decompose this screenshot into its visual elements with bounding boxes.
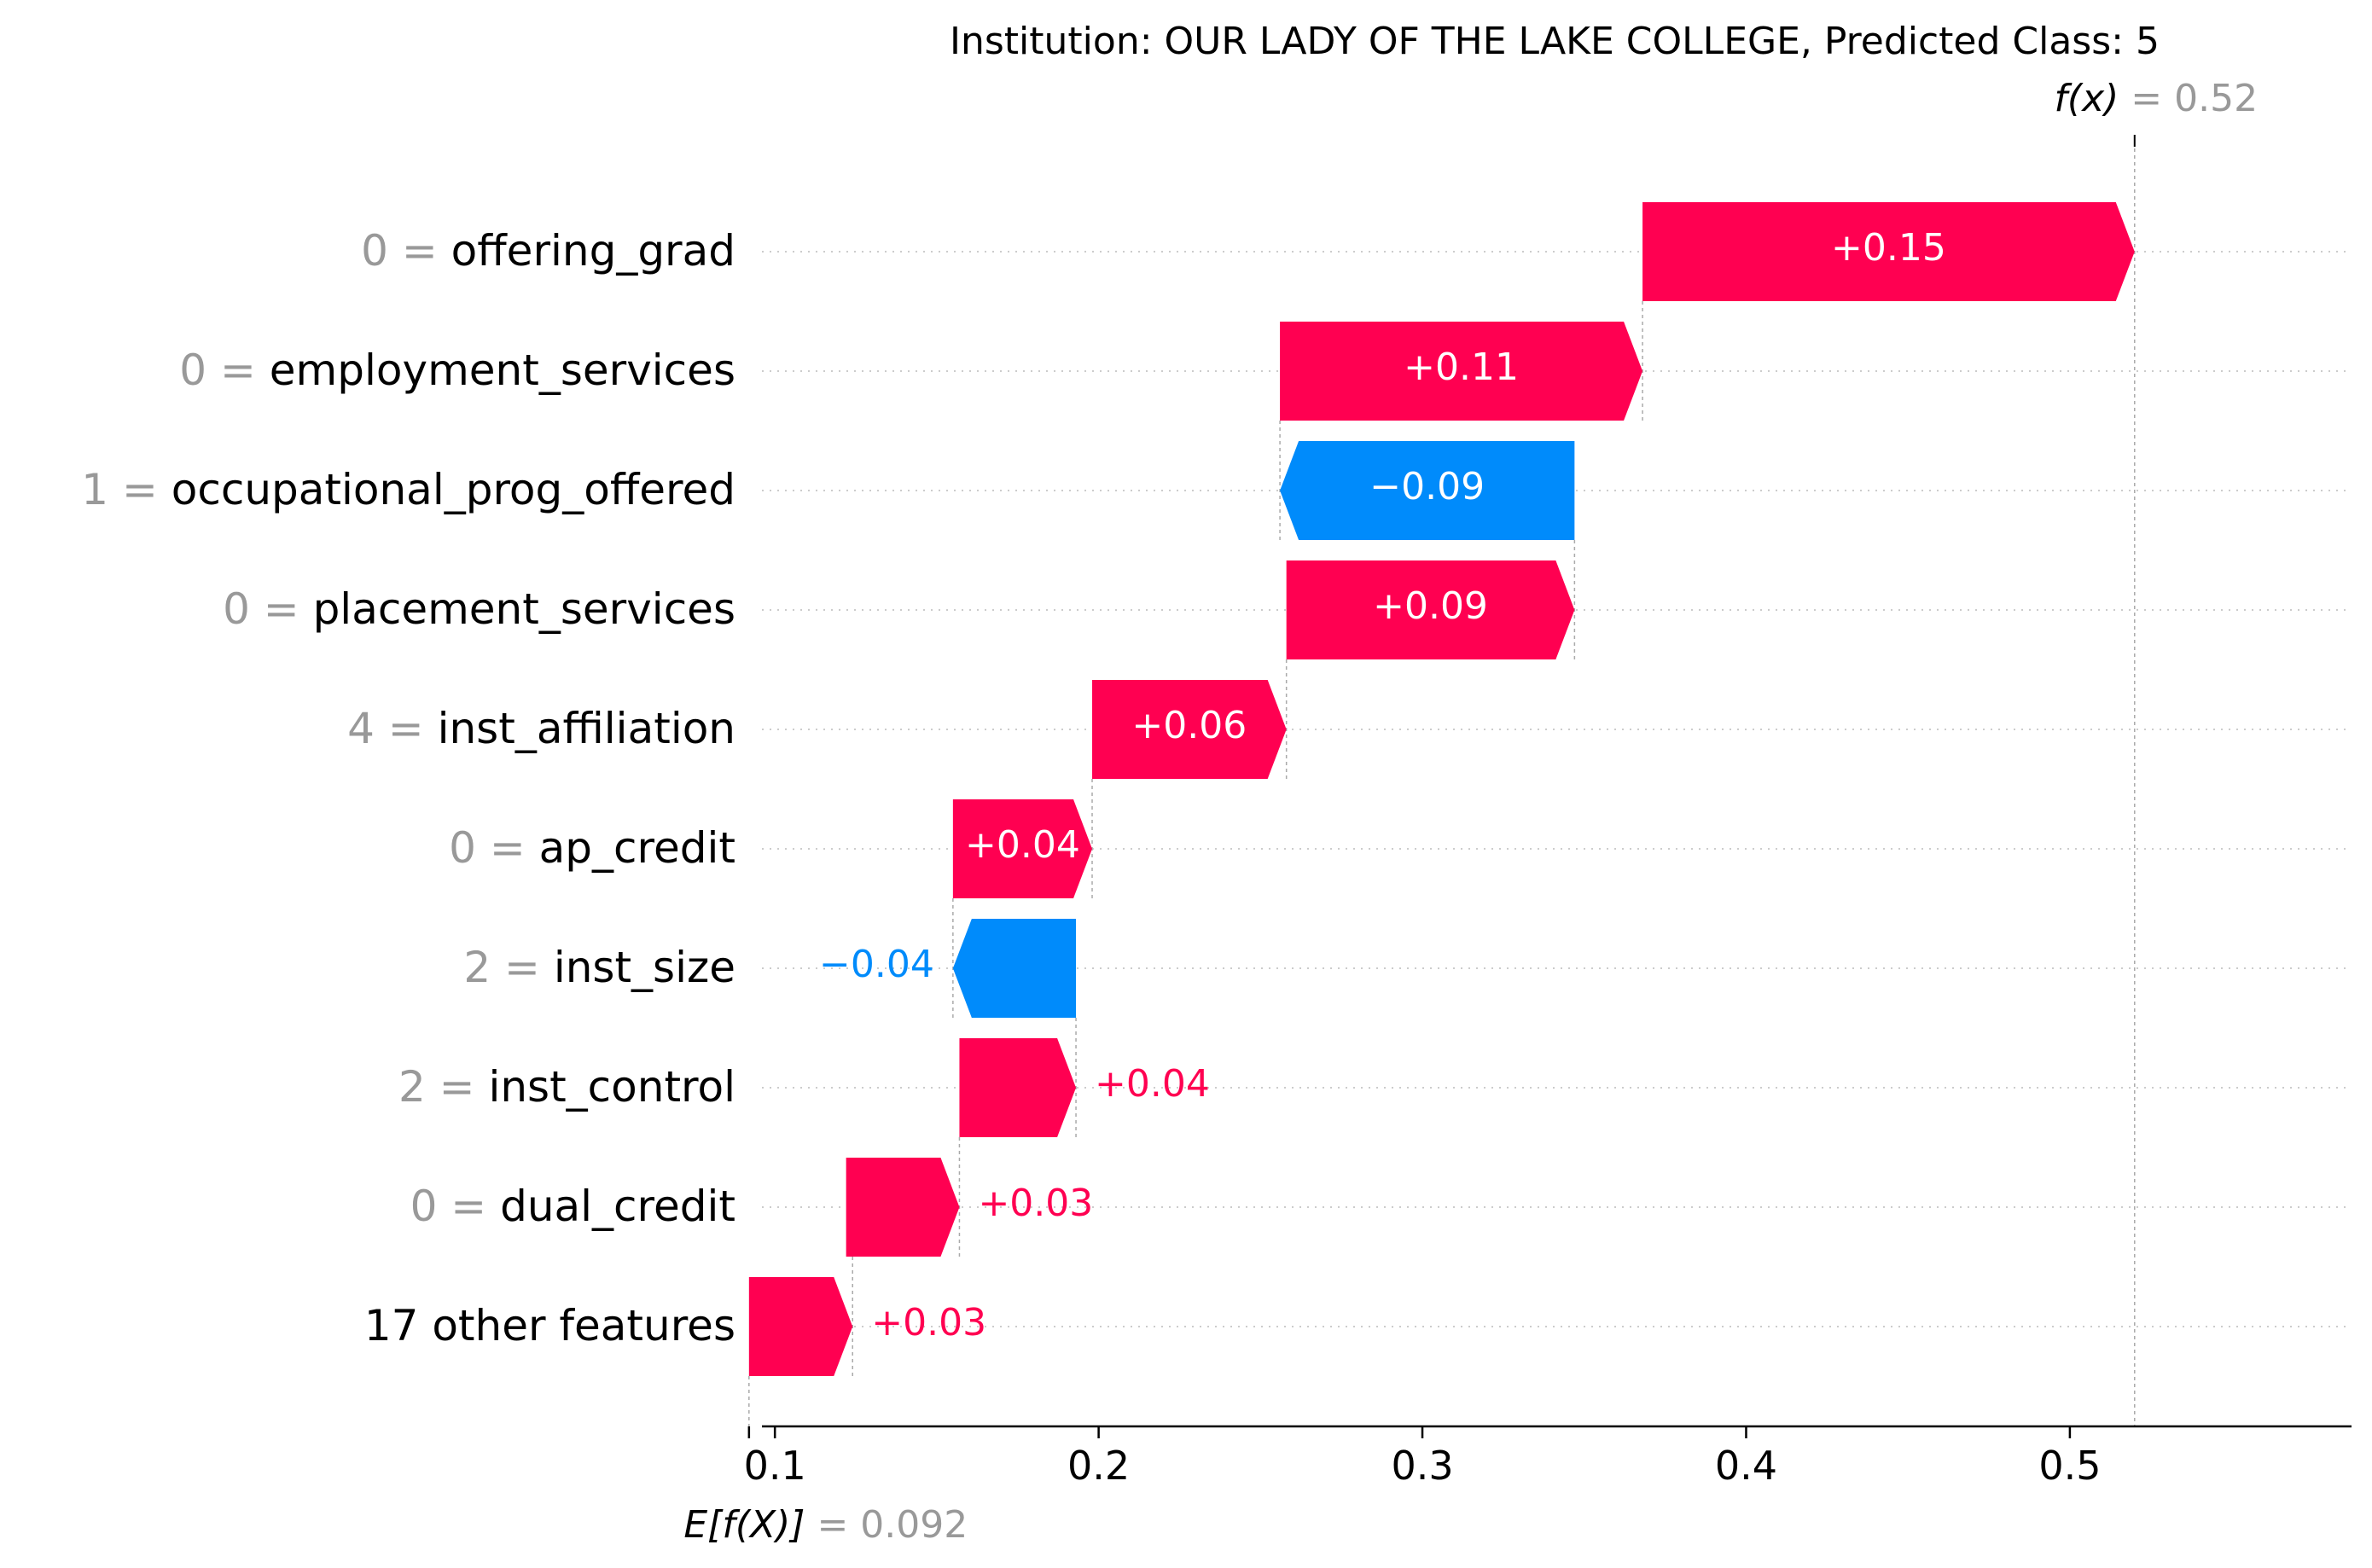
feature-label: 4 = inst_affiliation <box>347 704 735 753</box>
feature-name: inst_affiliation <box>438 704 735 753</box>
feature-name: 17 other features <box>364 1301 735 1350</box>
feature-name: ap_credit <box>539 823 735 873</box>
feature-value: 0 = <box>449 823 539 873</box>
feature-value: 4 = <box>347 704 438 753</box>
feature-label: 17 other features <box>364 1301 735 1350</box>
feature-value: 2 = <box>463 943 554 992</box>
feature-value: 0 = <box>223 584 313 634</box>
feature-value: 0 = <box>410 1182 501 1231</box>
bar-value-label: +0.15 <box>1831 226 1946 270</box>
bar-value-label: +0.09 <box>1373 584 1488 628</box>
bar-value-label: +0.11 <box>1404 346 1519 389</box>
feature-label: 0 = ap_credit <box>449 823 735 873</box>
bar-dual_credit <box>846 1158 960 1257</box>
bar-value-label: +0.04 <box>1095 1062 1210 1106</box>
feature-name: employment_services <box>270 346 735 395</box>
feature-label: 0 = employment_services <box>179 346 735 395</box>
feature-label: 1 = occupational_prog_offered <box>81 465 735 514</box>
bar-value-label: −0.09 <box>1369 465 1485 508</box>
bar-inst_affiliation <box>1092 680 1287 779</box>
base-value: = 0.092 <box>805 1503 968 1547</box>
x-tick-label: 0.4 <box>1715 1443 1777 1489</box>
bar-value-label: +0.04 <box>965 823 1080 867</box>
fx-value: = 0.52 <box>2119 77 2258 120</box>
feature-name: inst_control <box>488 1062 735 1112</box>
feature-label: 0 = offering_grad <box>361 226 735 276</box>
bar-occupational_prog_offered <box>1280 441 1575 540</box>
base-label: E[f(X)] <box>683 1503 805 1547</box>
feature-name: placement_services <box>313 584 735 634</box>
chart-title: Institution: OUR LADY OF THE LAKE COLLEG… <box>950 20 2160 63</box>
feature-label: 0 = dual_credit <box>410 1182 735 1231</box>
bars-layer: +0.15 +0.11 −0.09 +0.09 +0.06 +0.04 −0.04 +0.04… <box>748 202 2135 1376</box>
bar-value-label: +0.03 <box>871 1301 986 1344</box>
base-annotation: E[f(X)] = 0.092 <box>683 1503 968 1547</box>
feature-name: occupational_prog_offered <box>172 465 735 514</box>
bar-employment_services <box>1280 322 1643 421</box>
bar-offering_grad <box>1642 202 2135 301</box>
x-tick-label: 0.1 <box>744 1443 806 1489</box>
feature-value: 1 = <box>81 465 172 514</box>
fx-label: f(x) <box>2054 77 2119 120</box>
feature-value: 2 = <box>398 1062 489 1112</box>
x-axis: 0.1 0.2 0.3 0.4 0.5 <box>744 1425 2352 1489</box>
bar-connectors <box>748 135 2136 1426</box>
feature-name: inst_size <box>554 943 735 992</box>
feature-label: 2 = inst_size <box>463 943 735 992</box>
x-tick-label: 0.2 <box>1067 1443 1130 1489</box>
annotations: f(x) = 0.52 E[f(X)] = 0.092 <box>683 77 2258 1547</box>
bar-inst_size <box>952 919 1077 1018</box>
feature-label: 0 = placement_services <box>223 584 735 634</box>
x-tick-label: 0.5 <box>2038 1443 2101 1489</box>
x-tick-label: 0.3 <box>1391 1443 1453 1489</box>
bar-value-label: −0.04 <box>819 943 934 986</box>
feature-name: offering_grad <box>451 226 735 276</box>
bar-inst_control <box>959 1038 1077 1137</box>
feature-value: 0 = <box>361 226 451 276</box>
fx-annotation: f(x) = 0.52 <box>2054 77 2258 120</box>
feature-name: dual_credit <box>500 1182 735 1231</box>
feature-label: 2 = inst_control <box>398 1062 735 1112</box>
bar-ap_credit <box>952 799 1093 898</box>
bar-value-label: +0.03 <box>978 1182 1093 1225</box>
bar-value-label: +0.06 <box>1131 704 1247 747</box>
bar-placement_services <box>1286 560 1575 659</box>
feature-value: 0 = <box>179 346 270 395</box>
bar-17-other-features <box>748 1277 853 1376</box>
